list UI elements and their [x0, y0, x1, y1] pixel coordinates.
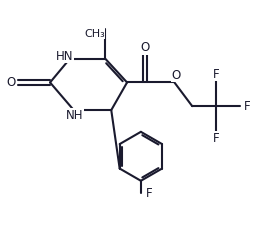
Text: O: O	[172, 69, 181, 82]
Text: F: F	[145, 186, 152, 199]
Text: F: F	[213, 68, 220, 81]
Text: O: O	[140, 41, 149, 54]
Text: NH: NH	[66, 109, 83, 122]
Text: HN: HN	[56, 50, 74, 63]
Text: F: F	[243, 100, 250, 113]
Text: F: F	[213, 132, 220, 145]
Text: O: O	[7, 76, 16, 89]
Text: CH₃: CH₃	[84, 29, 105, 39]
